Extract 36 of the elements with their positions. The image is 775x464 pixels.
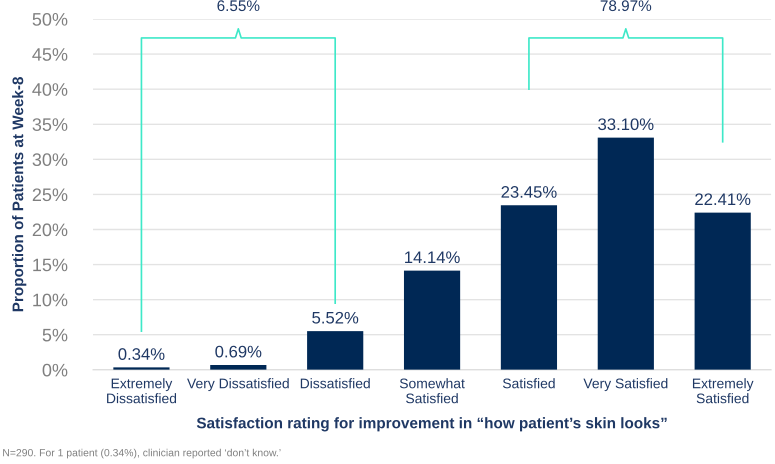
bar bbox=[500, 205, 558, 370]
y-tick-label: 40% bbox=[32, 83, 68, 96]
data-label: 23.45% bbox=[502, 186, 557, 198]
text: N=290. For 1 patient (0.34%), clinician reported ‘don’t know.’ bbox=[3, 448, 280, 458]
y-tick-label: 50% bbox=[32, 12, 68, 26]
x-tick-label: Extremely Dissatisfied bbox=[107, 378, 176, 404]
x-axis-title: Satisfaction rating for improvement in “how patient’s skin looks” bbox=[196, 417, 667, 432]
y-axis-title: Proportion of Patients at Week-8 bbox=[12, 77, 26, 312]
bar bbox=[694, 212, 751, 370]
data-label: 5.52% bbox=[312, 312, 358, 324]
y-tick-label: 5% bbox=[42, 328, 68, 342]
bar bbox=[210, 364, 266, 370]
y-tick-label: 35% bbox=[32, 118, 68, 131]
data-label: 0.34% bbox=[118, 348, 164, 360]
bar bbox=[307, 331, 364, 370]
text: 6.55% bbox=[217, 0, 260, 12]
y-tick-label: 15% bbox=[33, 258, 68, 272]
x-tick-label: Somewhat Satisfied bbox=[400, 378, 465, 404]
y-tick-label: 25% bbox=[32, 188, 68, 202]
y-tick-label: 45% bbox=[32, 48, 68, 61]
y-tick-label: 30% bbox=[32, 153, 68, 166]
x-tick-label: Dissatisfied bbox=[300, 378, 370, 388]
x-tick-label: Extremely Satisfied bbox=[692, 378, 754, 404]
data-label: 14.14% bbox=[405, 251, 460, 264]
x-tick-label: Satisfied bbox=[502, 378, 555, 388]
y-tick-label: 0% bbox=[42, 364, 68, 377]
bar bbox=[404, 270, 460, 370]
data-label: 0.69% bbox=[215, 346, 262, 358]
bar bbox=[598, 138, 654, 370]
y-tick-label: 20% bbox=[32, 223, 68, 236]
y-tick-label: 10% bbox=[33, 294, 68, 306]
x-tick-label: Very Satisfied bbox=[583, 378, 668, 392]
data-label: 33.10% bbox=[598, 118, 654, 130]
x-tick-label: Very Dissatisfied bbox=[187, 378, 289, 392]
text: 78.97% bbox=[600, 0, 652, 12]
data-label: 22.41% bbox=[695, 193, 750, 206]
